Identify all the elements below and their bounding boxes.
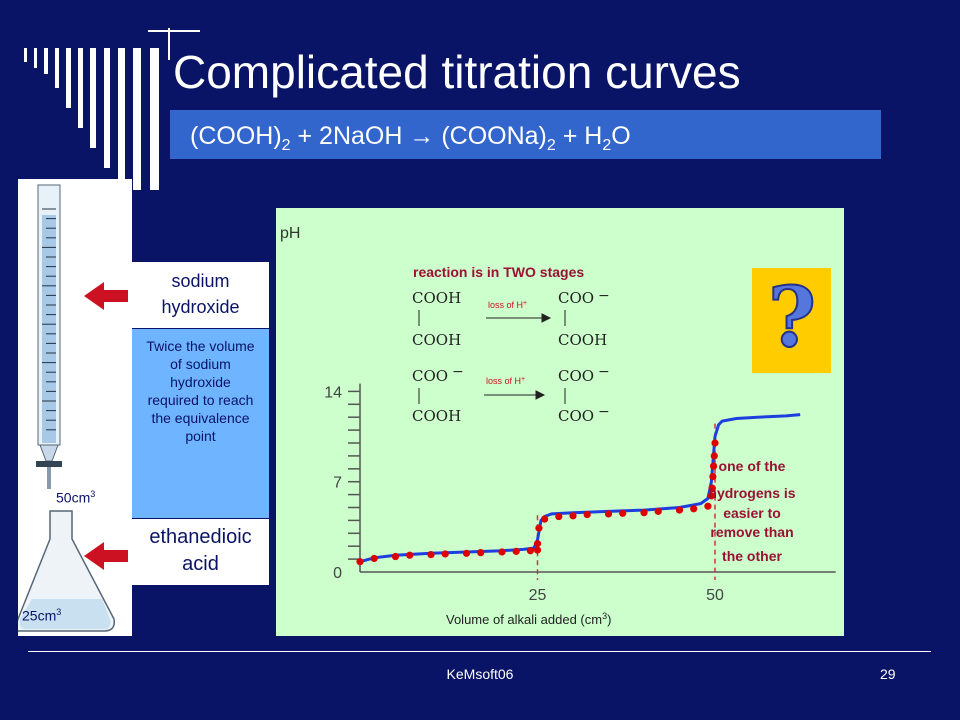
data-point <box>462 549 471 557</box>
svg-text:−: − <box>598 404 610 420</box>
stage1-reactant-top: COOH <box>412 289 461 307</box>
y-tick-label: 0 <box>333 565 342 582</box>
ethanedioic-acid-label: ethanedioic acid <box>132 519 269 585</box>
slide-title: Complicated titration curves <box>173 46 741 98</box>
sodium-hydroxide-label: sodium hydroxide <box>132 262 269 328</box>
data-point <box>619 509 627 517</box>
decorative-bars <box>24 28 200 190</box>
data-point <box>406 551 414 559</box>
equation-bar <box>170 110 881 159</box>
question-box: ? <box>752 268 831 373</box>
svg-text:remove than: remove than <box>710 524 793 540</box>
loss-h-label-2: loss of H+ <box>486 376 525 386</box>
reaction-stages-diagram: COOH COOH COO − COOH COO − COOH COO − CO… <box>412 288 610 425</box>
data-point <box>441 550 449 558</box>
stage2-reactant-top: COO <box>412 367 448 385</box>
data-point <box>654 507 662 515</box>
data-point <box>708 484 716 492</box>
stage2-product-bottom: COO <box>558 407 594 425</box>
stage2-product-top: COO <box>558 367 594 385</box>
acid-arrow-icon <box>84 542 128 570</box>
data-point <box>709 472 717 481</box>
data-point <box>533 540 542 548</box>
stage1-reactant-bottom: COOH <box>412 331 461 349</box>
footer-divider <box>28 651 931 652</box>
data-point <box>533 546 542 554</box>
y-tick-label: 14 <box>324 384 342 401</box>
x-axis-label: Volume of alkali added (cm3) <box>446 611 611 627</box>
stages-title: reaction is in TWO stages <box>413 264 584 280</box>
data-point <box>356 558 364 566</box>
titration-chart: pH Volume of alkali added (cm3) 0 7 14 25 50… <box>276 208 844 636</box>
data-point <box>707 492 716 500</box>
data-point <box>583 510 591 519</box>
reaction-arrows <box>484 313 552 400</box>
svg-text:hydrogens is: hydrogens is <box>708 485 795 501</box>
stage2-reactant-bottom: COOH <box>412 407 461 425</box>
titration-curve-line <box>359 413 801 564</box>
data-point <box>675 506 684 514</box>
data-point <box>704 502 712 510</box>
data-point <box>541 515 549 523</box>
data-point <box>690 505 698 513</box>
volume-explanation: Twice the volume of sodium hydroxide req… <box>132 329 269 518</box>
flask-volume-label: 25cm3 <box>22 607 62 624</box>
loss-h-label-1: loss of H+ <box>488 300 527 310</box>
data-point <box>711 439 719 447</box>
x-tick-label: 25 <box>529 587 547 604</box>
data-point <box>710 452 718 460</box>
question-mark-icon: ? <box>767 269 817 367</box>
y-axis-label: pH <box>280 225 300 242</box>
y-tick-label: 7 <box>333 475 342 492</box>
apparatus-panel <box>15 179 132 636</box>
data-point <box>477 549 485 557</box>
svg-text:−: − <box>598 364 610 380</box>
data-point <box>427 550 435 559</box>
svg-text:the other: the other <box>722 548 782 564</box>
data-point <box>535 524 543 532</box>
burette-and-flask-illustration <box>15 184 116 632</box>
svg-text:−: − <box>598 288 610 304</box>
reaction-equation: (COOH)2 + 2NaOH → (COONa)2 + H2O <box>190 122 631 154</box>
svg-text:easier to: easier to <box>723 505 781 521</box>
data-point <box>391 552 400 561</box>
burette-volume-label: 50cm3 <box>56 489 96 506</box>
footer-author: KeMsoft06 <box>446 666 514 682</box>
data-point <box>498 548 506 556</box>
svg-text:?: ? <box>768 270 816 366</box>
data-point <box>604 510 613 518</box>
pointer-arrows <box>84 282 128 570</box>
data-point <box>569 512 577 520</box>
stage1-product-bottom: COOH <box>558 331 607 349</box>
data-point <box>555 512 563 521</box>
data-point <box>370 554 378 563</box>
arrow-icon: → <box>409 122 435 150</box>
data-point <box>640 509 648 517</box>
stage1-product-top: COO <box>558 289 594 307</box>
svg-text:one of the: one of the <box>719 458 786 474</box>
data-point <box>512 547 520 555</box>
svg-text:−: − <box>452 364 464 380</box>
data-point <box>709 462 718 470</box>
data-point <box>526 547 534 555</box>
page-number: 29 <box>880 666 896 682</box>
naoh-arrow-icon <box>84 282 128 310</box>
titration-curve-plot: pH Volume of alkali added (cm3) 0 7 14 25 50… <box>280 225 836 627</box>
x-tick-label: 50 <box>706 587 724 604</box>
easier-annotation: one of the hydrogens is easier to remove… <box>708 458 795 564</box>
